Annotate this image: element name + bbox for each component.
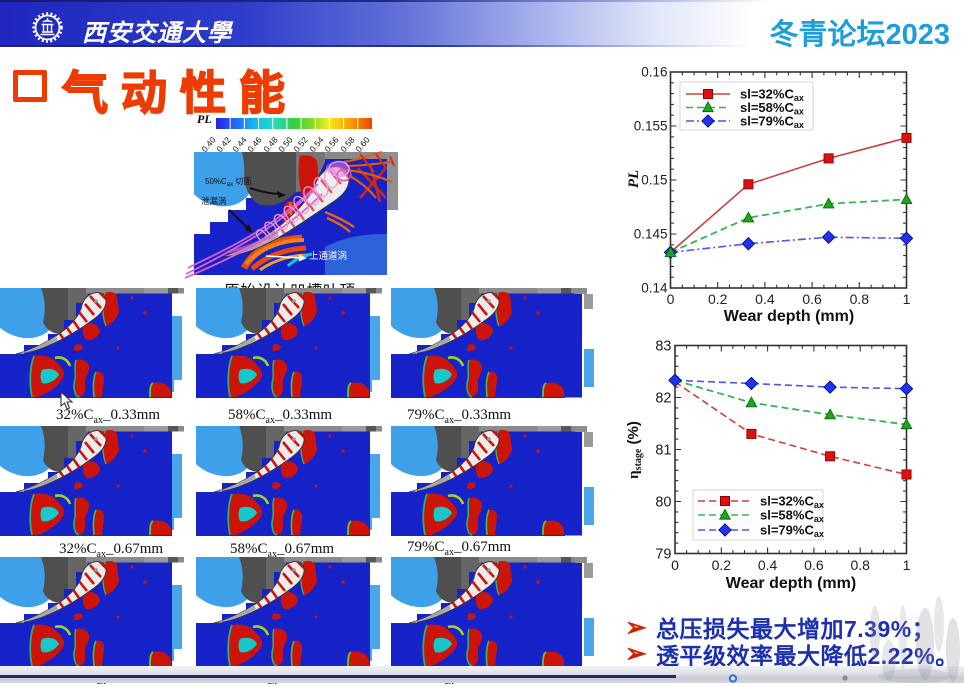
svg-text:Wear depth (mm): Wear depth (mm) <box>724 308 854 325</box>
svg-text:Wear depth (mm): Wear depth (mm) <box>726 575 856 592</box>
svg-text:PL: PL <box>626 170 642 188</box>
svg-text:1: 1 <box>903 557 911 573</box>
svg-text:0.2: 0.2 <box>712 557 732 573</box>
svg-text:0.16: 0.16 <box>641 65 667 80</box>
svg-text:ηstage (%): ηstage (%) <box>625 421 644 479</box>
svg-text:0.15: 0.15 <box>641 173 667 188</box>
svg-text:0: 0 <box>667 291 675 307</box>
svg-text:sl=58%Cax: sl=58%Cax <box>740 100 804 117</box>
svg-text:79: 79 <box>655 547 671 563</box>
svg-text:0.8: 0.8 <box>850 291 870 307</box>
svg-text:50%Cax 切面: 50%Cax 切面 <box>205 177 251 188</box>
svg-text:83: 83 <box>655 339 671 355</box>
svg-text:0.155: 0.155 <box>634 119 668 134</box>
svg-text:0.6: 0.6 <box>802 291 822 307</box>
svg-text:80: 80 <box>655 495 671 511</box>
svg-text:0.2: 0.2 <box>708 291 728 307</box>
svg-text:82: 82 <box>655 391 671 407</box>
svg-text:81: 81 <box>655 443 671 459</box>
svg-text:0.145: 0.145 <box>634 227 668 242</box>
svg-text:sl=79%Cax: sl=79%Cax <box>760 523 824 540</box>
svg-text:0.4: 0.4 <box>758 557 778 573</box>
svg-text:上通道涡: 上通道涡 <box>309 250 347 262</box>
svg-text:0.4: 0.4 <box>755 291 775 307</box>
svg-text:1: 1 <box>903 291 911 307</box>
svg-text:sl=79%Cax: sl=79%Cax <box>740 114 804 131</box>
svg-text:0.6: 0.6 <box>804 557 824 573</box>
svg-text:sl=32%Cax: sl=32%Cax <box>740 87 804 104</box>
svg-text:0.8: 0.8 <box>850 557 870 573</box>
svg-text:泄漏涡: 泄漏涡 <box>201 196 227 206</box>
svg-text:sl=32%Cax: sl=32%Cax <box>760 494 824 511</box>
svg-text:0: 0 <box>671 557 679 573</box>
svg-text:0.14: 0.14 <box>641 281 668 296</box>
svg-text:sl=58%Cax: sl=58%Cax <box>760 508 824 525</box>
